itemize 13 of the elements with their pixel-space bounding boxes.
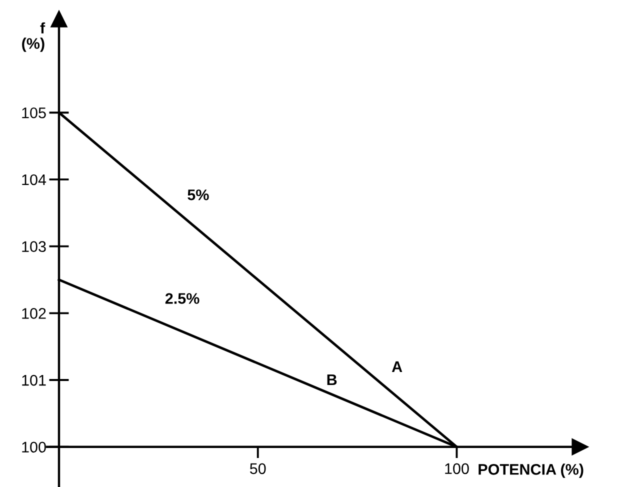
y-tick-label: 105	[22, 107, 46, 118]
series-label: B	[327, 374, 337, 385]
y-tick-label: 102	[22, 308, 46, 319]
y-tick-label: 104	[22, 174, 46, 186]
y-tick-label: 103	[22, 241, 46, 252]
annotation: 5%	[188, 189, 209, 200]
series-label: A	[392, 361, 402, 372]
x-tick-label: 50	[250, 463, 266, 474]
annotation: 2.5%	[165, 293, 200, 304]
y-axis-title: f (%)	[22, 22, 46, 52]
y-tick-label: 100	[22, 442, 46, 453]
x-axis-title: POTENCIA (%)	[478, 464, 584, 478]
y-tick-label: 101	[22, 374, 46, 386]
